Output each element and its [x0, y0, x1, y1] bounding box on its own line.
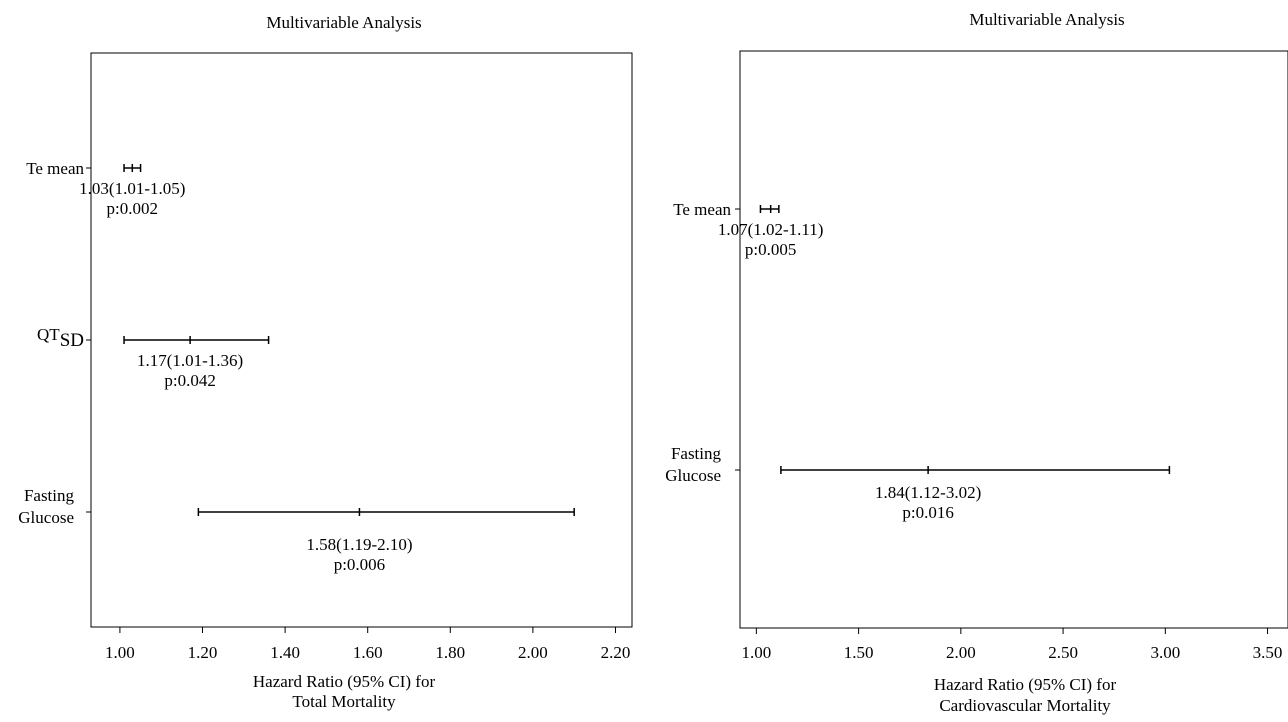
x-tick-label: 1.40: [270, 643, 300, 662]
x-tick-label: 1.80: [435, 643, 465, 662]
hr-ci-annotation: 1.84(1.12-3.02): [875, 483, 981, 502]
forest-panel-1: Multivariable Analysis 1.00 1.20 1.40 1.60 1.…: [18, 13, 633, 711]
x-tick-label: 2.00: [946, 643, 976, 662]
x-tick-label: 3.00: [1150, 643, 1180, 662]
row-label-text: Te mean: [26, 159, 84, 178]
x-tick-label: 1.50: [844, 643, 874, 662]
hr-ci-annotation: 1.03(1.01-1.05): [79, 179, 185, 198]
chart-title: Multivariable Analysis: [969, 10, 1124, 29]
x-tick-label: 2.50: [1048, 643, 1078, 662]
x-axis-label: Hazard Ratio (95% CI) for: [253, 672, 436, 691]
p-value-annotation: p:0.006: [334, 555, 385, 574]
row-label: Te mean: [673, 200, 731, 219]
p-value-annotation: p:0.005: [745, 240, 796, 259]
x-tick-label: 3.50: [1253, 643, 1283, 662]
x-tick-label: 2.20: [601, 643, 631, 662]
row-label: Fasting: [671, 444, 722, 463]
x-axis-label: Hazard Ratio (95% CI) for: [934, 675, 1117, 694]
row-label-text: QT: [37, 325, 60, 344]
x-tick-label: 2.00: [518, 643, 548, 662]
row-label: QTSD: [37, 325, 84, 351]
p-value-annotation: p:0.002: [107, 199, 158, 218]
chart-title: Multivariable Analysis: [266, 13, 421, 32]
hr-ci-annotation: 1.07(1.02-1.11): [718, 220, 824, 239]
x-tick-label: 1.60: [353, 643, 383, 662]
forest-panel-2: Multivariable Analysis 1.00 1.50 2.00 2.50 3.…: [665, 10, 1288, 715]
x-tick-label: 1.00: [105, 643, 135, 662]
x-axis-label: Total Mortality: [292, 692, 396, 711]
row-label: Te mean: [26, 159, 84, 178]
hr-ci-annotation: 1.58(1.19-2.10): [306, 535, 412, 554]
row-label: Glucose: [665, 466, 721, 485]
row-label: Fasting: [24, 486, 75, 505]
row-label-subscript: SD: [60, 330, 84, 351]
x-axis-label: Cardiovascular Mortality: [939, 696, 1111, 715]
row-label-text: Te mean: [673, 200, 731, 219]
plot-frame: [739, 50, 1288, 629]
row-label: Glucose: [18, 508, 74, 527]
p-value-annotation: p:0.042: [164, 371, 215, 390]
x-tick-label: 1.20: [188, 643, 218, 662]
hr-ci-annotation: 1.17(1.01-1.36): [137, 351, 243, 370]
p-value-annotation: p:0.016: [902, 503, 953, 522]
x-tick-label: 1.00: [741, 643, 771, 662]
